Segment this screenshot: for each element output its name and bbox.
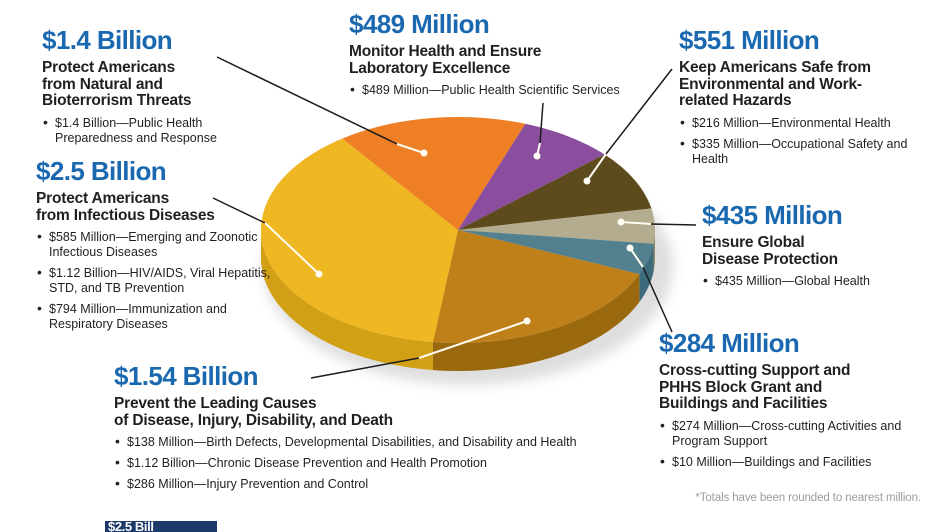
leader-line-inner-crosscutting xyxy=(629,247,644,268)
leader-dot-crosscutting xyxy=(626,244,634,252)
callout-bullet: $585 Million—Emerging and Zoonotic Infec… xyxy=(36,229,288,260)
callout-amount: $1.54 Billion xyxy=(114,361,259,391)
callout-bullet: $335 Million—Occupational Safety and Hea… xyxy=(679,136,919,167)
callout-bullet: $286 Million—Injury Prevention and Contr… xyxy=(114,476,614,492)
callout-bullet: $1.12 Billion—HIV/AIDS, Viral Hepatitis,… xyxy=(36,265,288,296)
pie-slice-environmental xyxy=(458,154,652,230)
leader-dot-infectious xyxy=(315,270,323,278)
callout-amount: $435 Million xyxy=(702,200,843,230)
callout-bullet: $1.4 Billion—Public Health Preparedness … xyxy=(42,115,252,146)
callout-amount: $284 Million xyxy=(659,328,800,358)
pie-slice-side-global xyxy=(653,230,655,272)
callout-bullet: $216 Million—Environmental Health xyxy=(679,115,919,131)
leader-dot-global xyxy=(617,218,625,226)
callout-title: Cross-cutting Support and PHHS Block Gra… xyxy=(659,362,851,412)
callout-bullet: $489 Million—Public Health Scientific Se… xyxy=(349,82,659,98)
pie-slice-side-chronic xyxy=(432,274,640,371)
leader-line-inner-chronic xyxy=(418,320,528,359)
callout-title: Monitor Health and Ensure Laboratory Exc… xyxy=(349,43,542,77)
leader-line-chronic xyxy=(310,357,420,379)
callout-infectious: $2.5 Billion Protect Americans from Infe… xyxy=(36,158,288,338)
leader-line-bioterrorism xyxy=(216,56,398,145)
leader-dot-chronic xyxy=(523,317,531,325)
callout-bullet: $794 Million—Immunization and Respirator… xyxy=(36,301,288,332)
leader-line-inner-environmental xyxy=(586,153,607,182)
pie-slice-infectious xyxy=(261,138,458,343)
leader-line-crosscutting xyxy=(642,266,673,333)
callout-crosscutting: $284 Million Cross-cutting Support and P… xyxy=(659,330,917,476)
pie-slice-bioterrorism xyxy=(342,117,526,230)
callout-bullet: $1.12 Billion—Chronic Disease Prevention… xyxy=(114,455,614,471)
pie-slice-chronic xyxy=(432,230,640,343)
callout-amount: $489 Million xyxy=(349,9,490,39)
leader-line-global xyxy=(650,223,697,226)
pie-slice-laboratory xyxy=(458,123,605,230)
callout-bullet: $10 Million—Buildings and Facilities xyxy=(659,454,917,470)
leader-line-laboratory xyxy=(539,102,544,144)
callout-bioterrorism: $1.4 Billion Protect Americans from Natu… xyxy=(42,27,252,152)
callout-global: $435 Million Ensure Global Disease Prote… xyxy=(702,202,922,295)
callout-title: Keep Americans Safe from Environmental a… xyxy=(679,59,871,109)
leader-dot-environmental xyxy=(583,177,591,185)
callout-title: Ensure Global Disease Protection xyxy=(702,234,838,268)
leader-line-inner-bioterrorism xyxy=(396,143,425,154)
leader-line-environmental xyxy=(605,68,673,155)
callout-title: Protect Americans from Natural and Biote… xyxy=(42,59,192,109)
callout-chronic: $1.54 Billion Prevent the Leading Causes… xyxy=(114,363,614,498)
callout-title: Protect Americans from Infectious Diseas… xyxy=(36,190,215,224)
callout-amount: $2.5 Billion xyxy=(36,156,167,186)
callout-laboratory: $489 Million Monitor Health and Ensure L… xyxy=(349,11,659,104)
footnote: *Totals have been rounded to nearest mil… xyxy=(695,492,921,504)
callout-bullet: $138 Million—Birth Defects, Developmenta… xyxy=(114,434,614,450)
callout-bullet: $274 Million—Cross-cutting Activities an… xyxy=(659,418,917,449)
pie-slice-crosscutting xyxy=(458,230,654,275)
leader-line-inner-global xyxy=(620,221,652,225)
leader-dot-bioterrorism xyxy=(420,149,428,157)
pie-slice-global xyxy=(458,208,655,244)
leader-dot-laboratory xyxy=(533,152,541,160)
callout-bullet: $435 Million—Global Health xyxy=(702,273,922,289)
callout-environmental: $551 Million Keep Americans Safe from En… xyxy=(679,27,919,173)
pie-slice-side-infectious xyxy=(261,230,433,371)
callout-amount: $551 Million xyxy=(679,25,820,55)
cropped-banner-fragment: $2.5 Bill xyxy=(105,521,217,532)
callout-amount: $1.4 Billion xyxy=(42,25,173,55)
callout-title: Prevent the Leading Causes of Disease, I… xyxy=(114,395,393,429)
leader-line-infectious xyxy=(212,197,266,224)
